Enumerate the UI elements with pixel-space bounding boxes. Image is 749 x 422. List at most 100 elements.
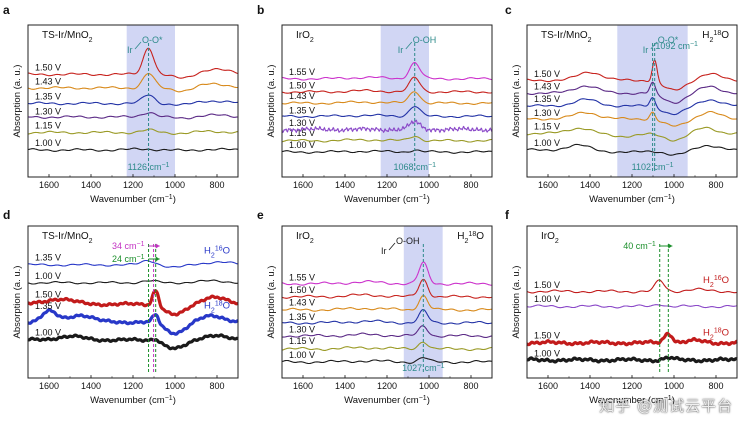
x-tick-label: 800 — [209, 180, 224, 190]
series-line-130V — [526, 110, 737, 127]
series-label: 1.00 V — [35, 271, 61, 281]
series-line-150V — [28, 289, 239, 317]
panel-f: 1.00 V 1.50 V 1.00 V 1.50 V 40 cm−1 H216O H218… — [505, 208, 738, 406]
x-tick-label: 1600 — [39, 180, 59, 190]
x-axis-label: Wavenumber (cm−1) — [90, 194, 176, 206]
series-line-150V — [281, 76, 493, 94]
watermark-text: 知乎 @测试云平台 — [599, 397, 733, 415]
series-label: 1.35 V — [534, 94, 560, 104]
series-label: 1.50 V — [35, 290, 61, 300]
series-label: 1.15 V — [289, 128, 315, 138]
x-tick-label: 1600 — [538, 180, 558, 190]
series-label: 1.50 V — [534, 280, 560, 290]
series-label: 1.00 V — [35, 328, 61, 338]
annotation-bond — [650, 41, 658, 50]
panel-title: IrO2 — [296, 30, 314, 44]
series-line-135V — [527, 97, 738, 116]
series-line-130V — [27, 112, 239, 120]
annotation-group: O-OH — [396, 236, 420, 246]
series-line-143V — [282, 91, 493, 105]
series-label: 1.43 V — [534, 81, 560, 91]
x-tick-label: 1400 — [81, 381, 101, 391]
x-tick-label: 1400 — [335, 180, 355, 190]
series-line-135V — [27, 308, 239, 336]
series-line-150V — [27, 47, 239, 79]
series-label: 1.35 V — [35, 252, 61, 262]
annotation-bond — [405, 41, 413, 50]
annotation-bond — [134, 41, 142, 50]
x-tick-label: 1400 — [580, 180, 600, 190]
panel-letter: e — [257, 208, 264, 222]
panel-title: IrO2 — [541, 231, 559, 245]
x-tick-label: 1200 — [377, 180, 397, 190]
panel-e: 1.00 V 1.15 V1.30 V 1.35 V 1.43 V 1.50 V 1.55… — [257, 208, 493, 407]
panel-title-right: H218O — [457, 231, 484, 245]
shift-arrow-head — [155, 243, 160, 249]
peak-label-2: 1092 cm−1 — [655, 41, 698, 52]
isotope-label: H218O — [204, 300, 230, 314]
x-axis-label: Wavenumber (cm−1) — [589, 194, 675, 206]
x-tick-label: 1200 — [123, 381, 143, 391]
x-tick-label: 800 — [708, 180, 723, 190]
y-axis-label: Absorption (a. u.) — [511, 266, 522, 339]
x-tick-label: 800 — [708, 381, 723, 391]
series-line-150V — [281, 278, 493, 299]
y-axis-label: Absorption (a. u.) — [511, 65, 522, 138]
series-label: 1.50 V — [534, 330, 560, 340]
annotation-group: O-O* — [142, 35, 163, 45]
x-tick-label: 1400 — [580, 381, 600, 391]
annotation-metal: Ir — [643, 45, 649, 55]
shift-arrow-head — [668, 243, 673, 249]
peak-label: 1068 cm−1 — [393, 162, 436, 173]
x-axis-label: Wavenumber (cm−1) — [90, 395, 176, 407]
isotope-label: H216O — [204, 245, 230, 259]
panel-a: 1.00 V 1.15 V 1.30 V 1.35 V 1.43 V 1.50 V 1126… — [3, 3, 239, 206]
panel-b: 1.00 V 1.15 V1.30 V 1.35 V 1.43 V1.50 V 1.55… — [257, 3, 493, 205]
series-line-135V — [281, 309, 492, 325]
series-line-143V — [526, 81, 738, 104]
peak-label: 1126 cm−1 — [128, 162, 170, 173]
series-label: 1.35 V — [289, 312, 315, 322]
x-tick-label: 1000 — [165, 180, 185, 190]
series-label: 1.50 V — [289, 285, 315, 295]
series-label: 1.55 V — [289, 67, 315, 77]
series-line-100V — [526, 355, 738, 364]
series-line-135V — [281, 106, 493, 119]
x-tick-label: 800 — [209, 381, 224, 391]
y-axis-label: Absorption (a. u.) — [266, 65, 277, 138]
series-line-115V — [28, 128, 239, 135]
panel-title: TS-Ir/MnO2 — [42, 30, 93, 44]
y-axis-label: Absorption (a. u.) — [12, 266, 23, 339]
isotope-label: H216O — [703, 274, 729, 288]
series-line-150V — [526, 279, 738, 294]
series-line-150V — [526, 59, 738, 91]
x-tick-label: 1200 — [622, 381, 642, 391]
shift-arrow-head — [155, 256, 160, 262]
annotation-bond — [388, 242, 396, 251]
shift-label: 40 cm−1 — [623, 241, 656, 252]
annotation-metal: Ir — [127, 45, 133, 55]
series-label: 1.15 V — [289, 336, 315, 346]
series-line-100V — [281, 149, 493, 154]
series-line-115V — [281, 341, 492, 352]
series-label: 1.43 V — [289, 91, 315, 101]
series-line-100V — [281, 357, 493, 365]
series-label: 1.50 V — [35, 63, 61, 73]
series-label: 1.15 V — [35, 120, 61, 130]
series-label: 1.00 V — [35, 138, 61, 148]
annotation-metal: Ir — [381, 246, 387, 256]
panel-letter: a — [3, 3, 10, 17]
x-tick-label: 1600 — [293, 180, 313, 190]
series-label: 1.00 V — [534, 348, 560, 358]
series-line-100V — [27, 147, 239, 152]
x-tick-label: 1000 — [664, 381, 684, 391]
series-line-100V — [27, 333, 239, 351]
series-line-143V — [27, 73, 238, 93]
x-tick-label: 1000 — [419, 180, 439, 190]
x-axis-label: Wavenumber (cm−1) — [344, 395, 430, 407]
series-line-100V — [27, 279, 239, 285]
x-tick-label: 1600 — [293, 381, 313, 391]
series-label: 1.43 V — [35, 76, 61, 86]
series-line-130V — [281, 325, 493, 338]
series-line-155V — [282, 62, 492, 81]
